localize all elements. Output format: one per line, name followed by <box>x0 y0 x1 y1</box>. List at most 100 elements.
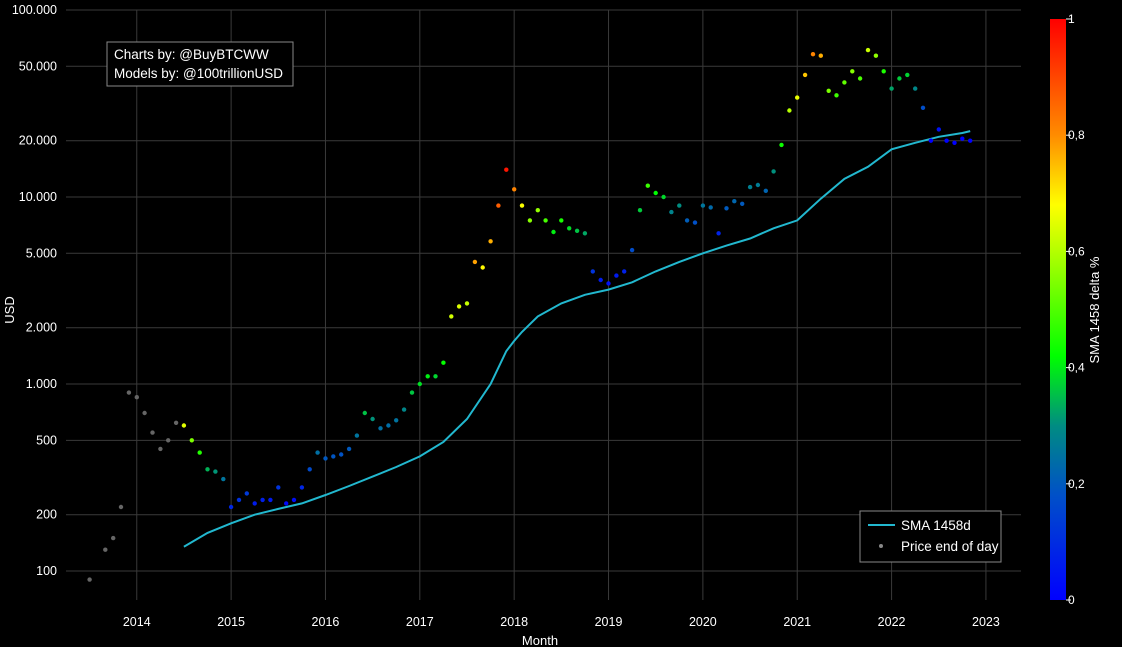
price-point <box>142 410 147 416</box>
price-point <box>260 497 265 503</box>
x-tick-label: 2015 <box>217 615 245 629</box>
price-point <box>401 407 407 412</box>
price-point <box>441 360 446 365</box>
x-tick-label: 2021 <box>783 615 811 629</box>
price-point <box>810 52 816 57</box>
price-point <box>889 86 894 91</box>
colorbar-tick-label: 0 <box>1068 593 1075 607</box>
price-point <box>276 485 281 490</box>
y-tick-label: 1.000 <box>26 377 57 391</box>
price-point <box>480 265 485 270</box>
price-point <box>653 190 658 196</box>
price-point <box>629 247 635 253</box>
price-point <box>323 456 328 461</box>
price-point <box>732 199 737 204</box>
price-point <box>614 273 619 278</box>
price-point <box>606 281 611 286</box>
y-tick-label: 2.000 <box>26 321 57 335</box>
price-point <box>747 184 753 190</box>
legend-sma-label: SMA 1458d <box>901 518 971 533</box>
price-point <box>488 239 493 244</box>
price-point <box>307 467 312 472</box>
price-point <box>968 138 973 143</box>
price-point <box>779 142 784 148</box>
annotation-line-1: Charts by: @BuyBTCWW <box>114 47 269 62</box>
colorbar-tick-label: 0,8 <box>1068 128 1085 142</box>
price-point <box>166 438 171 443</box>
x-tick-label: 2019 <box>595 615 623 629</box>
price-point <box>669 209 674 215</box>
price-point <box>331 454 336 459</box>
y-tick-label: 500 <box>36 433 57 447</box>
price-point <box>771 169 776 174</box>
price-point <box>315 450 320 455</box>
price-point <box>354 433 360 438</box>
price-point <box>952 140 957 145</box>
price-point <box>103 547 108 552</box>
price-point <box>189 438 194 443</box>
price-point <box>567 226 572 231</box>
legend: SMA 1458d Price end of day <box>859 510 1002 563</box>
price-point <box>464 301 470 306</box>
price-point <box>834 93 839 98</box>
price-point <box>527 218 533 223</box>
price-point <box>637 208 643 213</box>
price-point <box>865 47 871 53</box>
price-point <box>598 277 603 283</box>
colorbar-ticks: 0 0,2 0,4 0,6 0,8 1 <box>1066 12 1085 607</box>
y-axis-title: USD <box>2 296 17 323</box>
x-axis-title: Month <box>522 633 558 647</box>
y-tick-label: 100 <box>36 564 57 578</box>
price-point <box>850 69 855 74</box>
price-point <box>677 203 682 208</box>
price-point <box>645 183 650 188</box>
sma-layer <box>183 130 971 548</box>
colorbar-tick-label: 0,4 <box>1068 361 1085 375</box>
price-point <box>386 423 391 428</box>
y-axis-ticks: 100 200 500 1.000 2.000 5.000 10.000 20.000 50.0… <box>12 3 57 578</box>
price-point <box>291 497 297 503</box>
colorbar-tick-label: 0,2 <box>1068 477 1085 491</box>
price-point <box>197 450 202 455</box>
x-tick-label: 2014 <box>123 615 151 629</box>
price-point <box>543 218 548 223</box>
colorbar <box>1050 19 1066 600</box>
y-tick-label: 10.000 <box>19 190 57 204</box>
price-point <box>472 259 478 265</box>
price-point <box>221 476 226 482</box>
price-point <box>857 76 863 81</box>
price-point <box>960 136 965 141</box>
price-point <box>740 201 745 206</box>
price-point <box>425 374 430 379</box>
price-point <box>559 218 564 223</box>
x-tick-label: 2023 <box>972 615 1000 629</box>
price-point <box>126 390 132 395</box>
y-tick-label: 100.000 <box>12 3 57 17</box>
price-point <box>346 446 352 452</box>
price-point <box>755 182 761 188</box>
x-tick-label: 2016 <box>312 615 340 629</box>
price-point <box>449 314 454 319</box>
price-point <box>512 187 517 192</box>
price-point <box>913 86 918 91</box>
price-points <box>87 47 973 582</box>
price-point <box>928 138 934 143</box>
price-point <box>574 228 580 233</box>
price-point <box>763 188 768 193</box>
price-point <box>362 410 367 416</box>
price-point <box>716 231 721 236</box>
price-point <box>268 497 273 503</box>
price-point <box>228 504 234 510</box>
y-tick-label: 50.000 <box>19 59 57 73</box>
y-tick-label: 5.000 <box>26 246 57 260</box>
price-point <box>370 416 375 422</box>
price-point <box>519 203 525 208</box>
price-point <box>582 231 588 236</box>
x-tick-label: 2018 <box>500 615 528 629</box>
legend-price-label: Price end of day <box>901 539 999 554</box>
price-point <box>881 69 886 74</box>
price-point <box>284 501 289 506</box>
price-point <box>409 390 415 395</box>
price-point <box>661 194 666 200</box>
price-point <box>724 206 729 211</box>
